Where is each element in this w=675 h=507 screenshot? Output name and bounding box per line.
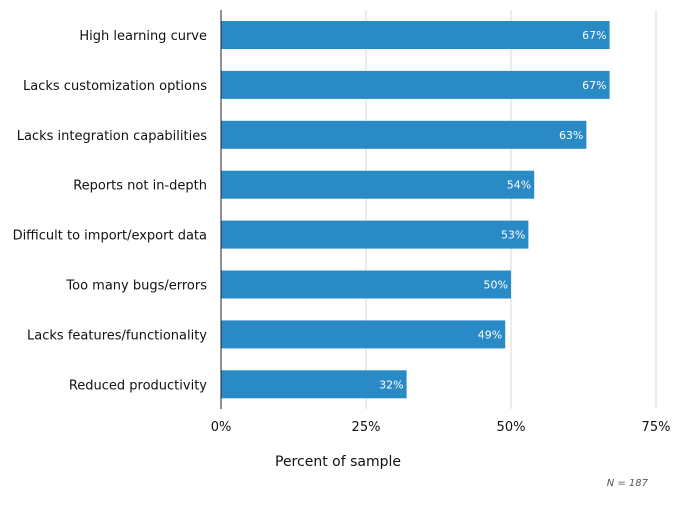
bar — [221, 120, 587, 149]
data-label: 50% — [484, 279, 508, 292]
x-tick-label: 75% — [642, 420, 671, 435]
bar — [221, 370, 407, 399]
x-tick-label: 50% — [497, 420, 526, 435]
bar — [221, 170, 535, 199]
data-label: 67% — [582, 79, 606, 92]
x-tick-label: 0% — [211, 420, 232, 435]
bar — [221, 220, 529, 249]
x-tick-label: 25% — [352, 420, 381, 435]
data-label: 53% — [501, 229, 525, 242]
data-label: 63% — [559, 129, 583, 142]
category-label: High learning curve — [79, 29, 207, 44]
bar — [221, 70, 610, 99]
grid-lines — [365, 10, 657, 409]
bar — [221, 270, 511, 299]
category-label: Lacks integration capabilities — [17, 129, 207, 144]
bar — [221, 21, 610, 49]
bar — [221, 320, 506, 349]
x-tick-labels: 0% 25% 50% 75% — [211, 420, 671, 435]
category-label: Reports not in-depth — [73, 179, 207, 194]
category-label: Difficult to import/export data — [13, 229, 207, 244]
data-label: 49% — [478, 328, 502, 341]
data-label: 32% — [379, 378, 403, 391]
data-label: 54% — [507, 179, 531, 192]
sample-size-note: N = 187 — [606, 478, 648, 489]
category-label: Lacks customization options — [23, 79, 207, 94]
category-label: Lacks features/functionality — [27, 328, 207, 343]
x-axis-title: Percent of sample — [275, 454, 401, 470]
category-label: Reduced productivity — [69, 378, 207, 393]
bars: 67% 67% 63% 54% 53% 50% 49% 32% — [221, 21, 610, 399]
category-label: Too many bugs/errors — [65, 279, 207, 294]
data-label: 67% — [582, 29, 606, 42]
category-labels: High learning curve Lacks customization o… — [13, 29, 208, 393]
